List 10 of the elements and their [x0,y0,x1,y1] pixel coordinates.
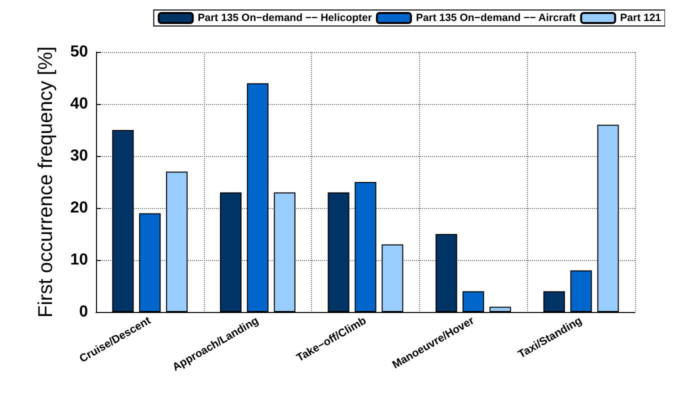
legend-label: Part 135 On−demand −− Aircraft [416,12,576,24]
legend-label: Part 121 [620,12,662,24]
y-tick-label: 50 [70,44,88,60]
y-tick-label: 0 [79,304,88,320]
legend-label: Part 135 On−demand −− Helicopter [198,12,372,24]
y-tick-label: 20 [70,200,88,216]
y-tick-label: 40 [70,96,88,112]
y-tick-label: 10 [70,252,88,268]
y-tick-label: 30 [70,148,88,164]
y-axis-title: First occurrence frequency [%] [35,46,57,318]
